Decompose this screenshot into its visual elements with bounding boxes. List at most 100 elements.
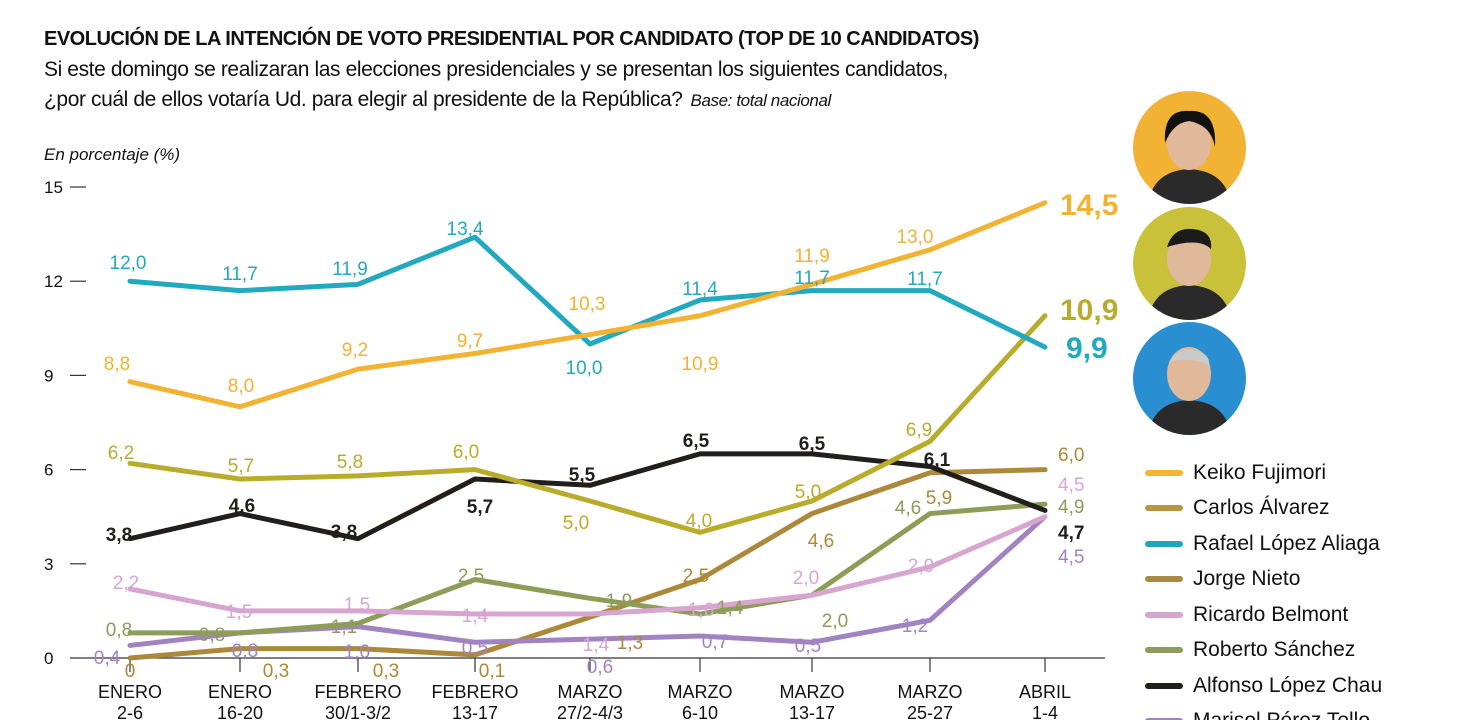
- data-label: 9,7: [457, 331, 483, 352]
- legend-label: Rafael López Aliaga: [1193, 531, 1380, 555]
- data-label: 11,4: [682, 279, 718, 300]
- legend-swatch: [1145, 718, 1183, 720]
- data-label: 2,0: [793, 568, 819, 589]
- y-tick-label: 3: [44, 555, 53, 574]
- legend-label: Roberto Sánchez: [1193, 638, 1356, 662]
- data-label: 5,0: [563, 513, 589, 534]
- y-tick-label: 15: [44, 178, 63, 197]
- legend-swatch: [1145, 611, 1183, 618]
- base-note: Base: total nacional: [690, 91, 832, 110]
- data-label: 11,7: [222, 264, 258, 285]
- data-label: 2,5: [683, 566, 709, 587]
- x-tick-label-month: ENERO: [208, 682, 272, 702]
- data-label: 2,9: [908, 556, 934, 577]
- portrait-image: [1148, 228, 1231, 320]
- data-label: 3,8: [106, 525, 132, 546]
- data-label: 0,1: [479, 661, 505, 682]
- data-label: 11,7: [907, 269, 943, 290]
- series-line-rafael-lópez-aliaga: [127, 234, 1048, 350]
- series-line-roberto-sánchez: [127, 501, 1048, 636]
- data-label: 1,4: [462, 606, 489, 627]
- legend-item: Marisol Pérez Tello: [1145, 704, 1382, 720]
- data-label: 0,8: [199, 625, 225, 646]
- x-tick-label-month: ENERO: [98, 682, 162, 702]
- data-label: 11,7: [794, 268, 830, 289]
- data-label: 2,5: [458, 566, 484, 587]
- data-label: 0: [125, 661, 136, 682]
- data-label: 4,6: [895, 498, 921, 519]
- x-tick-label-days: 30/1-3/2: [325, 703, 391, 720]
- series-line-carlos-álvarez: [127, 313, 1048, 535]
- chart-subtitle-line-2: ¿por cuál de ellos votaría Ud. para eleg…: [44, 88, 831, 112]
- y-axis-label: En porcentaje (%): [44, 145, 181, 164]
- photo-keiko-fujimori: [1133, 91, 1246, 204]
- data-label: 0,4: [94, 648, 121, 669]
- legend-item: Jorge Nieto: [1145, 562, 1382, 598]
- x-tick-label-month: FEBRERO: [431, 682, 518, 702]
- data-label: 13,4: [447, 219, 484, 240]
- data-label: 0,3: [263, 661, 289, 682]
- data-label: 3,8: [331, 522, 357, 543]
- photo-rafael-lopez-aliaga: [1133, 322, 1246, 435]
- data-label: 4,5: [1058, 547, 1084, 568]
- data-label: 6,1: [924, 450, 951, 471]
- portrait-image: [1148, 347, 1231, 435]
- legend-item: Alfonso López Chau: [1145, 668, 1382, 704]
- data-label: 1,4: [717, 598, 744, 619]
- data-label: 8,8: [104, 354, 130, 375]
- y-tick-label: 6: [44, 461, 53, 480]
- x-tick-label-days: 1-4: [1032, 703, 1058, 720]
- data-label: 5,7: [467, 497, 493, 518]
- data-label: 6,5: [683, 431, 710, 452]
- chart-title: EVOLUCIÓN DE LA INTENCIÓN DE VOTO PRESID…: [44, 28, 979, 50]
- data-label: 6,2: [108, 443, 134, 464]
- data-label: 4,6: [808, 531, 834, 552]
- x-tick-label-days: 13-17: [452, 703, 498, 720]
- data-label: 1,0: [344, 642, 370, 663]
- data-label: 5,8: [337, 452, 363, 473]
- legend-label: Alfonso López Chau: [1193, 673, 1383, 697]
- portrait-image: [1148, 110, 1231, 204]
- x-tick-label-month: MARZO: [558, 682, 623, 702]
- legend: Keiko Fujimori Carlos Álvarez Rafael López…: [1145, 455, 1382, 720]
- legend-label: Carlos Álvarez: [1193, 496, 1330, 520]
- data-label: 1,1: [331, 617, 357, 638]
- data-label: 1,3: [617, 633, 643, 654]
- data-label: 0,5: [795, 636, 821, 657]
- chart-subtitle-line-1: Si este domingo se realizaran las elecci…: [44, 58, 948, 81]
- legend-label: Keiko Fujimori: [1193, 460, 1327, 484]
- data-label: 4,9: [1058, 497, 1084, 518]
- data-label: 1,4: [583, 635, 610, 656]
- y-tick-label: 12: [44, 272, 63, 291]
- data-label: 0,8: [232, 641, 258, 662]
- data-label: 10,0: [566, 358, 603, 379]
- x-tick-label-month: MARZO: [780, 682, 845, 702]
- data-label: 5,7: [228, 456, 254, 477]
- data-label: 0,5: [462, 638, 488, 659]
- data-label: 4,7: [1058, 523, 1084, 544]
- legend-swatch: [1145, 469, 1183, 476]
- photo-carlos-alvarez: [1133, 207, 1246, 320]
- data-label: 1,9: [606, 591, 632, 612]
- data-label: 10,3: [569, 294, 606, 315]
- x-tick-label-days: 16-20: [217, 703, 263, 720]
- x-tick-label-days: 27/2-4/3: [557, 703, 623, 720]
- data-label: 6,9: [906, 420, 932, 441]
- data-label: 0,7: [702, 632, 728, 653]
- data-label: 6,0: [453, 442, 479, 463]
- data-label: 5,0: [795, 482, 821, 503]
- legend-item: Roberto Sánchez: [1145, 633, 1382, 669]
- data-label: 10,9: [682, 354, 719, 375]
- data-label: 12,0: [110, 253, 147, 274]
- data-label: 0,8: [106, 620, 132, 641]
- x-tick-label-days: 13-17: [789, 703, 835, 720]
- legend-label: Jorge Nieto: [1193, 567, 1301, 591]
- data-label: 9,9: [1066, 332, 1108, 365]
- data-label: 11,9: [794, 246, 830, 267]
- legend-item: Keiko Fujimori: [1145, 455, 1382, 491]
- legend-label: Ricardo Belmont: [1193, 602, 1349, 626]
- data-label: 9,2: [342, 340, 368, 361]
- data-label: 1,6: [688, 600, 714, 621]
- x-tick-label-month: ABRIL: [1019, 682, 1071, 702]
